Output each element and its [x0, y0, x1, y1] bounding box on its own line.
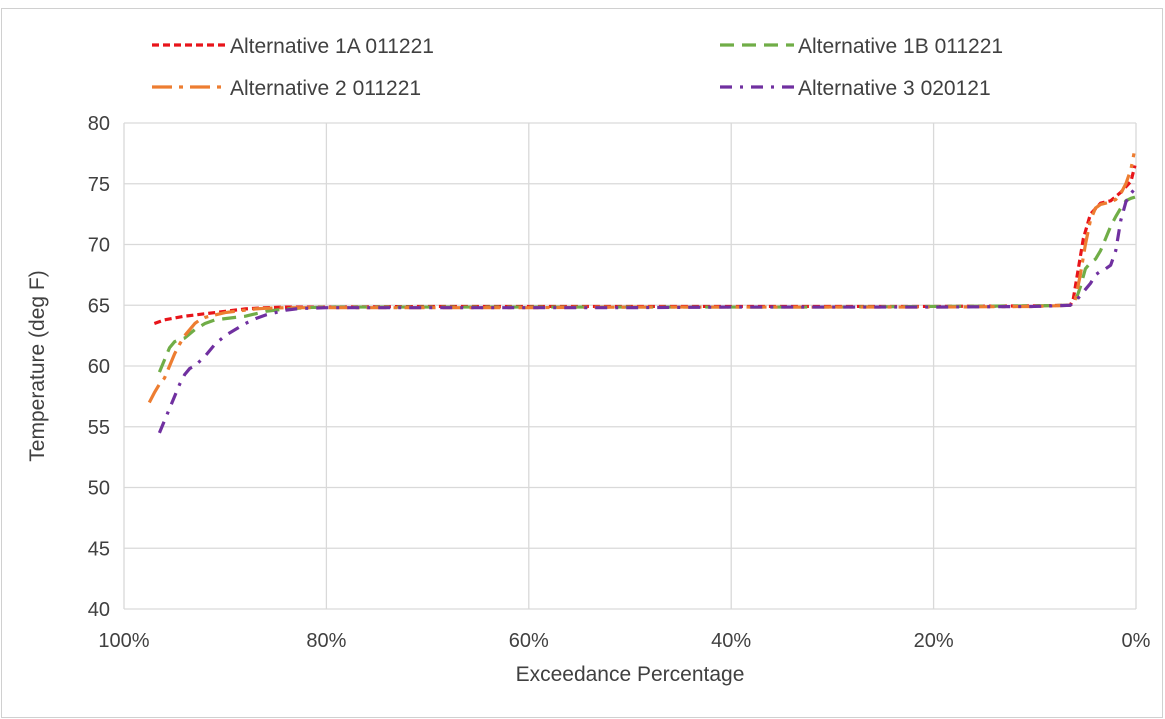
y-tick-label: 75: [88, 174, 110, 196]
chart-frame: 40 45 50 55 60 65 70 75 80 100% 80% 60% 40% 20% 0% Exc…: [1, 8, 1163, 718]
x-tick-label: 60%: [509, 630, 549, 652]
exceedance-chart: 40 45 50 55 60 65 70 75 80 100% 80% 60% 40% 20% 0% Exc…: [26, 35, 1151, 686]
legend-label-3: Alternative 2 011221: [230, 77, 421, 100]
tick-layer: 40 45 50 55 60 65 70 75 80 100% 80% 60% 40% 20% 0%: [88, 113, 1151, 652]
legend: Alternative 1A 011221 Alternative 1B 0112…: [152, 35, 1003, 100]
x-tick-label: 80%: [306, 630, 346, 652]
x-tick-label: 0%: [1122, 630, 1151, 652]
y-tick-label: 65: [88, 295, 110, 317]
y-tick-label: 70: [88, 235, 110, 257]
series-line-4: [157, 188, 1136, 434]
legend-label-2: Alternative 1B 011221: [798, 35, 1003, 58]
y-axis-title: Temperature (deg F): [26, 270, 49, 461]
grid-layer: [123, 122, 1137, 610]
x-tick-label: 20%: [914, 630, 954, 652]
legend-label-4: Alternative 3 020121: [798, 77, 991, 100]
y-tick-label: 50: [88, 478, 110, 500]
y-tick-label: 45: [88, 538, 110, 560]
y-tick-label: 40: [88, 599, 110, 621]
y-tick-label: 60: [88, 356, 110, 378]
x-tick-label: 100%: [98, 630, 149, 652]
x-tick-label: 40%: [711, 630, 751, 652]
series-line-3: [147, 153, 1136, 404]
series-line-2: [157, 195, 1136, 373]
y-tick-label: 80: [88, 113, 110, 135]
legend-label-1: Alternative 1A 011221: [230, 35, 434, 58]
series-layer: [147, 153, 1137, 434]
y-tick-label: 55: [88, 417, 110, 439]
x-axis-title: Exceedance Percentage: [516, 663, 745, 686]
